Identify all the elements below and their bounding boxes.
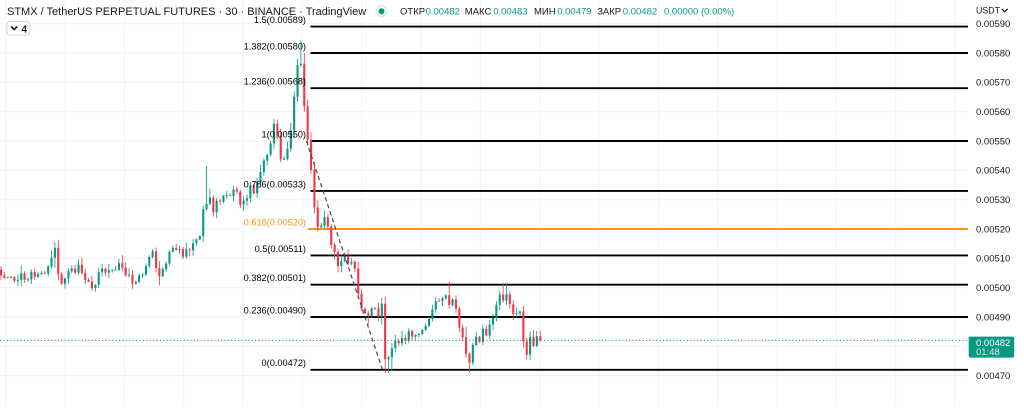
svg-text:0.00490: 0.00490 xyxy=(976,312,1010,323)
svg-text:0.786(0.00533): 0.786(0.00533) xyxy=(244,179,306,189)
svg-text:ОТКР: ОТКР xyxy=(400,7,425,18)
svg-text:0.00550: 0.00550 xyxy=(976,136,1010,147)
svg-text:ЗАКР: ЗАКР xyxy=(597,7,621,18)
svg-text:1.236(0.00568): 1.236(0.00568) xyxy=(244,77,306,87)
svg-text:0.00570: 0.00570 xyxy=(976,78,1010,89)
svg-text:0.00479: 0.00479 xyxy=(557,7,591,18)
svg-text:МИН: МИН xyxy=(534,7,556,18)
svg-text:0.5(0.00511): 0.5(0.00511) xyxy=(255,244,306,254)
svg-text:0.00500: 0.00500 xyxy=(976,283,1010,294)
svg-text:0.00482: 0.00482 xyxy=(976,338,1010,349)
svg-text:0.00580: 0.00580 xyxy=(976,48,1010,59)
svg-text:0.618(0.00520): 0.618(0.00520) xyxy=(244,217,306,227)
svg-text:0.00510: 0.00510 xyxy=(976,254,1010,265)
svg-text:1(0.00550): 1(0.00550) xyxy=(262,129,306,139)
svg-text:1.382(0.00580): 1.382(0.00580) xyxy=(244,41,306,51)
svg-text:0.00000 (0.00%): 0.00000 (0.00%) xyxy=(664,7,734,18)
svg-text:0.00540: 0.00540 xyxy=(976,166,1010,177)
svg-text:0.00482: 0.00482 xyxy=(623,7,657,18)
svg-text:0.00482: 0.00482 xyxy=(426,7,460,18)
svg-text:01:48: 01:48 xyxy=(976,347,1000,358)
svg-text:4: 4 xyxy=(22,24,28,35)
svg-text:0.382(0.00501): 0.382(0.00501) xyxy=(244,273,306,283)
svg-text:0.00590: 0.00590 xyxy=(976,19,1010,30)
svg-text:0.00470: 0.00470 xyxy=(976,371,1010,382)
svg-text:0.236(0.00490): 0.236(0.00490) xyxy=(244,305,306,315)
svg-text:МАКС: МАКС xyxy=(465,7,492,18)
svg-text:0(0.00472): 0(0.00472) xyxy=(262,358,306,368)
svg-text:0.00560: 0.00560 xyxy=(976,107,1010,118)
svg-text:USDT: USDT xyxy=(976,5,1001,15)
svg-text:0.00520: 0.00520 xyxy=(976,224,1010,235)
svg-text:0.00530: 0.00530 xyxy=(976,195,1010,206)
svg-text:1.5(0.00589): 1.5(0.00589) xyxy=(254,15,306,25)
svg-text:0.00483: 0.00483 xyxy=(493,7,527,18)
svg-text:STMX / TetherUS PERPETUAL FUTU: STMX / TetherUS PERPETUAL FUTURES · 30 ·… xyxy=(7,6,366,18)
